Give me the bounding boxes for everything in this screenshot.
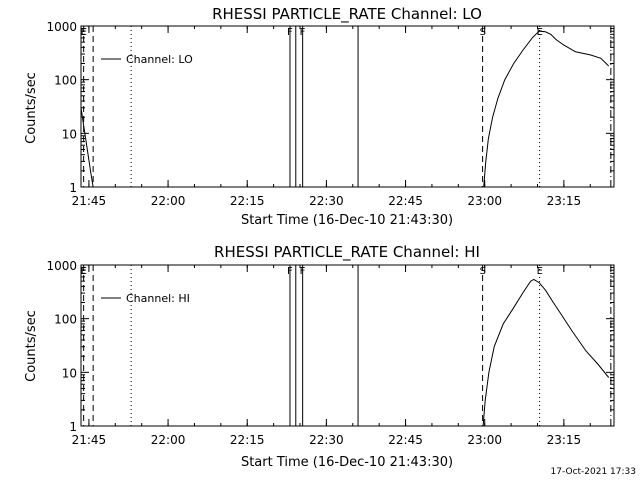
event-marker-label-lo: F: [287, 27, 293, 38]
x-tick-label-hi: 22:15: [230, 433, 265, 447]
x-tick-label-lo: 22:45: [388, 194, 423, 208]
x-tick-label-lo: 23:00: [467, 194, 502, 208]
plot-frame-lo: [80, 25, 615, 188]
x-tick-label-hi: 23:15: [547, 433, 582, 447]
legend-label-hi: Channel: HI: [126, 292, 190, 305]
event-marker-label-hi: E: [537, 266, 543, 277]
series-line-lo: [80, 30, 610, 188]
y-tick-label-lo: 100: [54, 74, 77, 88]
x-axis-label-lo: Start Time (16-Dec-10 21:43:30): [241, 213, 453, 228]
y-tick-label-hi: 10: [62, 366, 77, 380]
chart-title-hi: RHESSI PARTICLE_RATE Channel: HI: [214, 243, 480, 262]
x-tick-label-lo: 22:00: [151, 194, 186, 208]
event-marker-label-hi: E: [81, 266, 87, 277]
chart-panel-lo: 21:45 22:00 22:15 22:30 22:45 23:00 23:15 1 10 10…: [46, 20, 615, 208]
y-tick-label-lo: 1: [69, 181, 77, 195]
x-tick-label-hi: 22:45: [388, 433, 423, 447]
event-marker-label-lo: S: [480, 27, 486, 38]
x-axis-label-hi: Start Time (16-Dec-10 21:43:30): [241, 455, 453, 470]
plot-frame-hi: [80, 264, 615, 427]
y-tick-label-hi: 100: [54, 313, 77, 327]
x-tick-label-hi: 23:00: [467, 433, 502, 447]
legend-label-lo: Channel: LO: [126, 53, 193, 66]
event-marker-label-hi: S: [480, 266, 486, 277]
event-marker-label-lo: E: [537, 27, 543, 38]
series-line-hi: [482, 278, 610, 427]
x-tick-label-lo: 21:45: [72, 194, 107, 208]
y-tick-label-hi: 1000: [46, 259, 77, 273]
x-tick-label-lo: 22:30: [309, 194, 344, 208]
y-axis-label-hi: Counts/sec: [24, 310, 39, 382]
x-tick-label-lo: 22:15: [230, 194, 265, 208]
x-tick-label-hi: 22:30: [309, 433, 344, 447]
event-marker-label-hi: F: [300, 266, 306, 277]
y-tick-label-lo: 1000: [46, 20, 77, 34]
event-marker-label-lo: E: [81, 27, 87, 38]
y-tick-label-lo: 10: [62, 127, 77, 141]
event-marker-label-lo: F: [300, 27, 306, 38]
event-marker-label-hi: F: [287, 266, 293, 277]
x-tick-label-lo: 23:15: [547, 194, 582, 208]
x-tick-label-hi: 21:45: [72, 433, 107, 447]
y-axis-label-lo: Counts/sec: [24, 72, 39, 144]
chart-title-lo: RHESSI PARTICLE_RATE Channel: LO: [212, 5, 482, 24]
footer-timestamp: 17-Oct-2021 17:33: [551, 467, 636, 477]
x-tick-label-hi: 22:00: [151, 433, 186, 447]
chart-panel-hi: 21:45 22:00 22:15 22:30 22:45 23:00 23:15 1 10 10…: [46, 259, 615, 447]
y-tick-label-hi: 1: [69, 420, 77, 434]
